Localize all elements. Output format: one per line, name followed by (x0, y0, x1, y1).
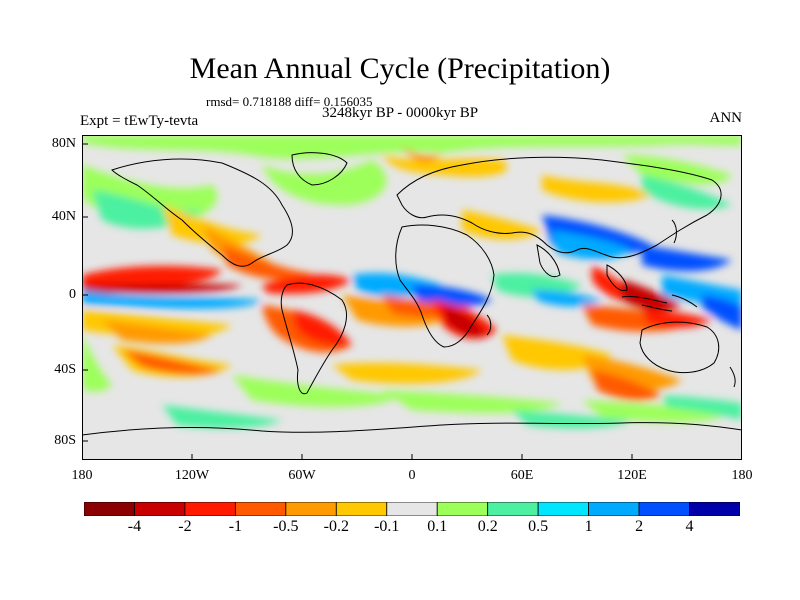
colorbar-cell (638, 502, 690, 516)
colorbar-cell (134, 502, 186, 516)
lon-label-0: 0 (408, 468, 416, 483)
colorbar-label: -4 (127, 518, 142, 535)
lat-label-80n: 80N (51, 136, 76, 151)
period-label: 3248kyr BP - 0000kyr BP (322, 105, 479, 121)
colorbar-label: 4 (685, 518, 694, 535)
colorbar-cell (436, 502, 489, 516)
south-america-coast (280, 282, 347, 395)
colorbar-label: -1 (228, 518, 243, 535)
colorbar-label: -0.5 (273, 518, 299, 535)
colorbar-cell (84, 502, 135, 516)
colorbar-cell (184, 502, 236, 516)
lat-label-40s: 40S (54, 362, 76, 377)
map-ticks (82, 143, 633, 460)
indonesia-coast (621, 294, 698, 312)
colorbar-cell (386, 502, 438, 516)
north-america-coast (111, 158, 293, 267)
colorbar-cell (234, 502, 287, 516)
india-coast (536, 244, 561, 278)
lon-label-180w: 180 (71, 468, 93, 483)
colorbar-label: -0.1 (374, 518, 400, 535)
eurasia-coast (396, 156, 722, 259)
colorbar-cell (588, 502, 640, 516)
lon-label-180e: 180 (731, 468, 753, 483)
colorbar-cell (537, 502, 590, 516)
plot-title: Mean Annual Cycle (Precipitation) (189, 52, 611, 85)
precip-map (82, 135, 742, 460)
colorbar-label: -2 (178, 518, 192, 535)
colorbar-cell (487, 502, 539, 516)
australia-coast (639, 321, 720, 374)
colorbar-label: -0.2 (323, 518, 349, 535)
colorbar-cell (285, 502, 337, 516)
colorbar-cell (335, 502, 388, 516)
stats-label: rmsd= 0.718188 diff= 0.156035 (206, 94, 373, 109)
se-asia-coast (606, 264, 628, 292)
lon-label-60e: 60E (510, 468, 534, 483)
colorbar (84, 502, 740, 516)
lat-label-80s: 80S (54, 433, 76, 448)
new-zealand-coast (729, 366, 736, 388)
coastlines (82, 152, 742, 436)
japan-coast (671, 219, 677, 244)
colorbar-label: 0.1 (427, 518, 448, 535)
lat-label-40n: 40N (51, 209, 76, 224)
lon-label-60w: 60W (288, 468, 316, 483)
colorbar-cell (689, 502, 740, 516)
greenland-coast (291, 152, 348, 186)
colorbar-label: 0.2 (477, 518, 498, 535)
antarctica-coast (82, 422, 742, 436)
colorbar-label: 2 (635, 518, 644, 535)
season-label: ANN (709, 110, 743, 126)
lon-label-120w: 120W (174, 468, 210, 483)
lon-label-120e: 120E (617, 468, 647, 483)
lat-label-0: 0 (69, 287, 76, 302)
colorbar-label: 0.5 (528, 518, 549, 535)
africa-coast (395, 224, 495, 348)
experiment-label: Expt = tEwTy-tevta (80, 113, 199, 129)
colorbar-label: 1 (584, 518, 593, 535)
madagascar-coast (486, 314, 492, 336)
